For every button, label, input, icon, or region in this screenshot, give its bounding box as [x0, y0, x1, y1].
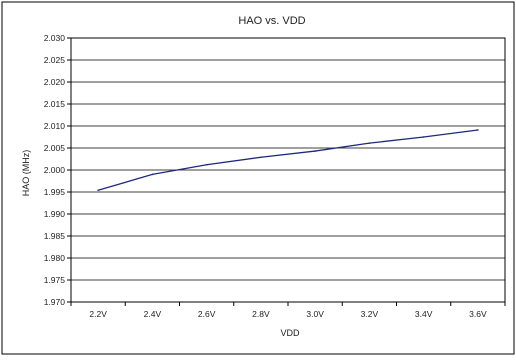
y-tick-label: 1.970 — [44, 297, 66, 307]
x-tick-label: 2.6V — [198, 309, 216, 319]
x-tick-label: 3.6V — [469, 309, 487, 319]
data-point — [97, 189, 99, 192]
x-tick-label: 3.4V — [415, 309, 433, 319]
data-point — [260, 156, 262, 159]
y-tick-label: 2.015 — [44, 99, 66, 109]
y-tick-label: 2.010 — [44, 121, 66, 131]
y-tick-label: 1.995 — [44, 187, 66, 197]
y-tick-label: 1.985 — [44, 231, 66, 241]
chart-title: HAO vs. VDD — [238, 15, 305, 27]
data-point — [368, 142, 371, 144]
x-tick-label: 2.2V — [89, 309, 107, 319]
series-layer — [97, 129, 479, 192]
x-axis-ticks: 2.2V 2.4V 2.6V 2.8V 3.0V 3.2V 3.4V 3.6V — [70, 302, 506, 319]
data-point — [205, 163, 208, 166]
y-tick-label: 1.990 — [44, 209, 66, 219]
y-axis-label: HAO (MHz) — [21, 150, 31, 197]
chart-frame — [1, 1, 515, 355]
y-tick-label: 2.005 — [44, 143, 66, 153]
data-point — [477, 129, 479, 131]
y-tick-label: 1.975 — [44, 275, 66, 285]
y-tick-label: 2.025 — [44, 55, 66, 65]
y-tick-label: 2.000 — [44, 165, 66, 175]
data-point — [422, 136, 425, 138]
series-line — [97, 129, 478, 191]
data-point — [314, 150, 316, 152]
x-tick-label: 2.8V — [252, 309, 270, 319]
y-tick-label: 2.030 — [44, 33, 66, 43]
x-axis-label: VDD — [280, 328, 300, 338]
y-axis-ticks: 1.970 1.975 1.980 1.985 1.990 1.995 2.000 2.005… — [44, 33, 71, 307]
y-tick-label: 1.980 — [44, 253, 66, 263]
x-tick-label: 3.2V — [361, 309, 379, 319]
x-tick-label: 2.4V — [144, 309, 162, 319]
x-tick-label: 3.0V — [306, 309, 324, 319]
data-point — [151, 173, 154, 176]
y-tick-label: 2.020 — [44, 77, 66, 87]
